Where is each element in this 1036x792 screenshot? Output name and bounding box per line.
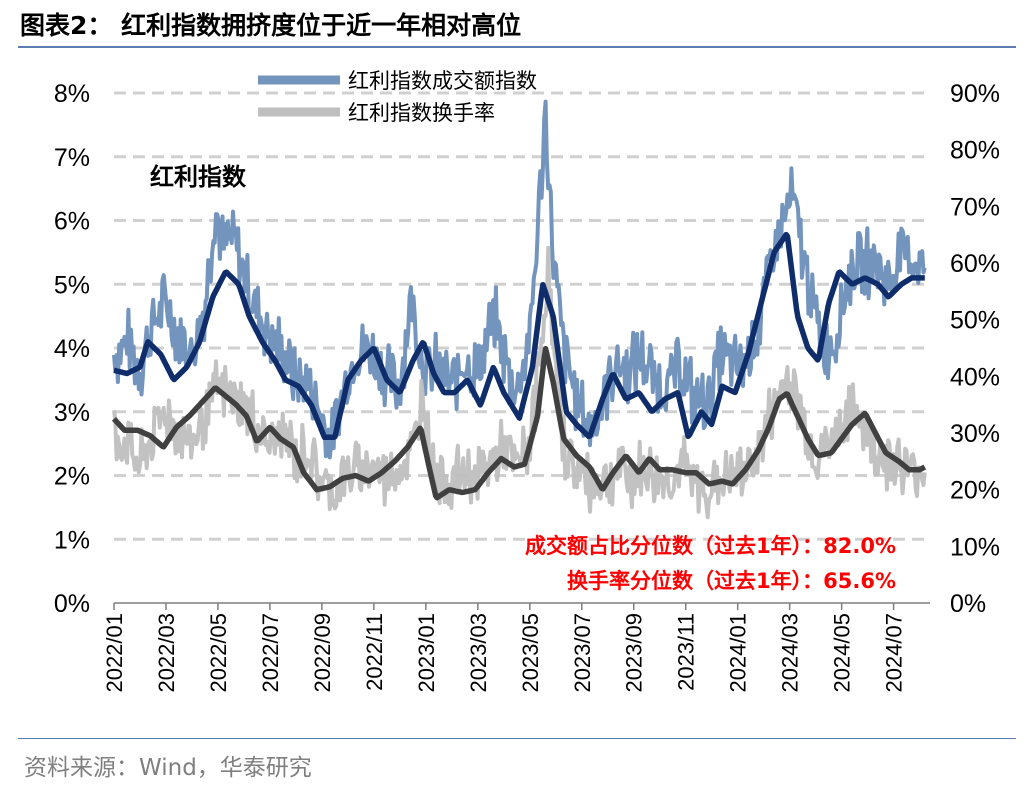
left-axis-tick: 4% bbox=[54, 335, 90, 363]
series-turnover-rate-line bbox=[112, 245, 927, 520]
left-axis-tick: 0% bbox=[54, 590, 90, 618]
x-axis-tick-label: 2023/09 bbox=[622, 613, 647, 693]
left-axis-tick: 3% bbox=[54, 399, 90, 427]
x-axis-tick-label: 2024/05 bbox=[830, 613, 855, 693]
x-axis-tick-label: 2022/09 bbox=[310, 613, 335, 693]
gridlines bbox=[114, 91, 930, 541]
series-turnover-ma-line bbox=[112, 231, 927, 441]
x-axis-tick-label: 2022/05 bbox=[206, 613, 231, 693]
right-axis-tick: 30% bbox=[950, 420, 1000, 448]
x-axis-tick-label: 2023/03 bbox=[466, 613, 491, 693]
x-axis-tick-label: 2024/01 bbox=[726, 613, 751, 693]
legend-label-turnover-rate: 红利指数换手率 bbox=[348, 101, 495, 125]
right-axis-tick: 50% bbox=[950, 307, 1000, 335]
x-axis-tick-label: 2024/07 bbox=[882, 613, 907, 693]
right-axis-tick: 70% bbox=[950, 193, 1000, 221]
x-axis-tick-label: 2022/11 bbox=[362, 613, 387, 691]
x-axis-tick-label: 2023/11 bbox=[674, 613, 699, 691]
legend: 红利指数成交额指数 红利指数换手率 bbox=[258, 69, 537, 125]
left-axis-tick: 6% bbox=[54, 208, 90, 236]
x-axis-tick-label: 2022/01 bbox=[102, 613, 127, 693]
title-divider bbox=[18, 46, 1016, 48]
left-axis-tick: 7% bbox=[54, 144, 90, 172]
legend-label-turnover: 红利指数成交额指数 bbox=[348, 69, 537, 93]
right-axis-tick: 20% bbox=[950, 477, 1000, 505]
footer-divider bbox=[18, 738, 1016, 739]
x-axis-tick-label: 2024/03 bbox=[778, 613, 803, 693]
left-axis-tick: 1% bbox=[54, 526, 90, 554]
source-note: 资料来源：Wind，华泰研究 bbox=[24, 755, 312, 781]
right-axis-tick: 0% bbox=[950, 590, 986, 618]
series-turnover-rate-ma-line bbox=[111, 345, 927, 501]
x-axis-tick-label: 2022/07 bbox=[258, 613, 283, 693]
x-axis-tick-label: 2023/01 bbox=[414, 613, 439, 693]
index-label: 红利指数 bbox=[150, 163, 247, 191]
right-axis-tick: 80% bbox=[950, 137, 1000, 165]
right-axis-tick: 10% bbox=[950, 533, 1000, 561]
x-axis-tick-label: 2023/05 bbox=[518, 613, 543, 693]
left-axis-tick: 2% bbox=[54, 463, 90, 491]
figure-title: 图表2： 红利指数拥挤度位于近一年相对高位 bbox=[20, 11, 522, 40]
left-axis-tick: 5% bbox=[54, 271, 90, 299]
right-axis-tick: 60% bbox=[950, 250, 1000, 278]
plot-area bbox=[111, 99, 927, 520]
annotation-turnover-percentile: 成交额占比分位数（过去1年）：82.0% bbox=[525, 534, 896, 558]
right-axis-tick: 90% bbox=[950, 80, 1000, 108]
right-axis-tick: 40% bbox=[950, 363, 1000, 391]
left-axis-tick: 8% bbox=[54, 80, 90, 108]
axes: 0% 1% 2% 3% 4% 5% 6% 7% 8% 0% 10% 20% 30% 40% 50% 60% 70… bbox=[54, 80, 1000, 693]
x-axis-tick-label: 2022/03 bbox=[154, 613, 179, 693]
annotation-rate-percentile: 换手率分位数（过去1年）：65.6% bbox=[567, 569, 896, 593]
x-axis-tick-label: 2023/07 bbox=[570, 613, 595, 693]
